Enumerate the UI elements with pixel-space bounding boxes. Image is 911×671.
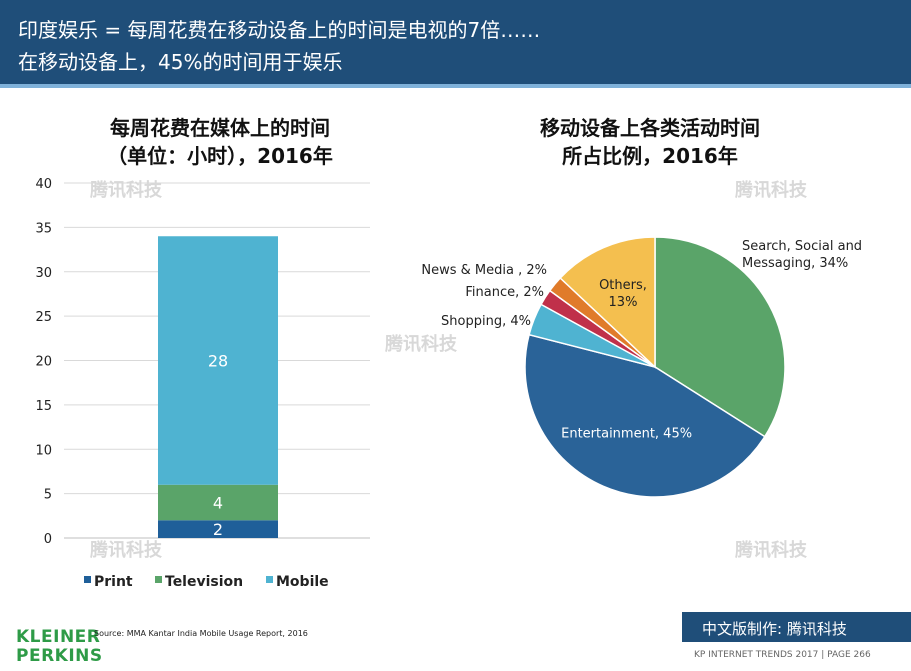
pie-slice-others: [559, 236, 656, 369]
y-tick-label: 20: [35, 355, 52, 370]
pie-chart-title: 移动设备上各类活动时间 所占比例，2016年: [470, 114, 830, 170]
legend-label-television: Television: [165, 574, 243, 590]
logo-line-1: KLEINER: [16, 627, 101, 647]
bar-segment-mobile: [158, 236, 278, 485]
header-bar: 印度娱乐 = 每周花费在移动设备上的时间是电视的7倍…… 在移动设备上，45%的…: [0, 0, 911, 84]
watermark-4: 腾讯科技: [90, 539, 163, 561]
legend-swatch-television: [155, 576, 162, 583]
pie-label-news-media: News & Media , 2%: [421, 263, 547, 278]
pie-label-search-social-and-messaging-line-2: Messaging, 34%: [742, 256, 848, 271]
banner-text: 中文版制作: 腾讯科技: [702, 620, 847, 638]
y-tick-label: 30: [35, 266, 52, 281]
bar-value-label-mobile: 28: [208, 352, 228, 371]
y-tick-label: 15: [35, 399, 52, 414]
legend-label-print: Print: [94, 574, 133, 590]
y-tick-label: 40: [35, 177, 52, 192]
logo-line-2: PERKINS: [16, 646, 103, 666]
watermark-3: 腾讯科技: [385, 333, 458, 355]
pie-chart-title-line-1: 移动设备上各类活动时间: [540, 116, 760, 140]
bar-value-label-print: 2: [213, 520, 223, 539]
y-tick-label: 10: [35, 443, 52, 458]
pie-chart-title-line-2: 所占比例，2016年: [562, 144, 738, 168]
watermark-1: 腾讯科技: [90, 179, 163, 201]
headline-line-2: 在移动设备上，45%的时间用于娱乐: [18, 50, 343, 74]
source-note: Source: MMA Kantar India Mobile Usage Re…: [94, 629, 308, 638]
kleiner-perkins-logo: KLEINER PERKINS: [16, 628, 103, 666]
pie-slice-entertainment: [524, 333, 766, 498]
y-tick-label: 25: [35, 310, 52, 325]
bar-segment-print: [158, 520, 278, 538]
bar-segment-television: [158, 484, 278, 521]
pie-label-entertainment: Entertainment, 45%: [561, 427, 692, 442]
y-tick-label: 5: [44, 488, 52, 503]
pie-label-shopping: Shopping, 4%: [441, 314, 531, 329]
pie-label-search-social-and-messaging-line-1: Search, Social and: [742, 239, 862, 254]
header-divider: [0, 84, 911, 88]
legend-swatch-print: [84, 576, 91, 583]
legend-swatch-mobile: [266, 576, 273, 583]
headline-line-1: 印度娱乐 = 每周花费在移动设备上的时间是电视的7倍……: [18, 18, 541, 42]
pie-label-finance: Finance, 2%: [465, 285, 544, 300]
page-footer: KP INTERNET TRENDS 2017 | PAGE 266: [694, 650, 871, 660]
pie-label-others-line-1: Others,: [599, 278, 647, 293]
bar-value-label-television: 4: [213, 494, 223, 513]
pie-label-others-line-2: 13%: [609, 295, 638, 310]
watermark-5: 腾讯科技: [735, 539, 808, 561]
y-tick-label: 35: [35, 221, 52, 236]
y-tick-label: 0: [44, 532, 52, 547]
bar-chart-title: 每周花费在媒体上的时间 （单位：小时），2016年: [40, 114, 400, 170]
bar-chart-title-line-2: （单位：小时），2016年: [107, 144, 333, 168]
watermark-2: 腾讯科技: [735, 179, 808, 201]
bar-chart-title-line-1: 每周花费在媒体上的时间: [110, 116, 330, 140]
chinese-edition-banner: 中文版制作: 腾讯科技: [682, 612, 911, 642]
legend-label-mobile: Mobile: [276, 574, 329, 590]
